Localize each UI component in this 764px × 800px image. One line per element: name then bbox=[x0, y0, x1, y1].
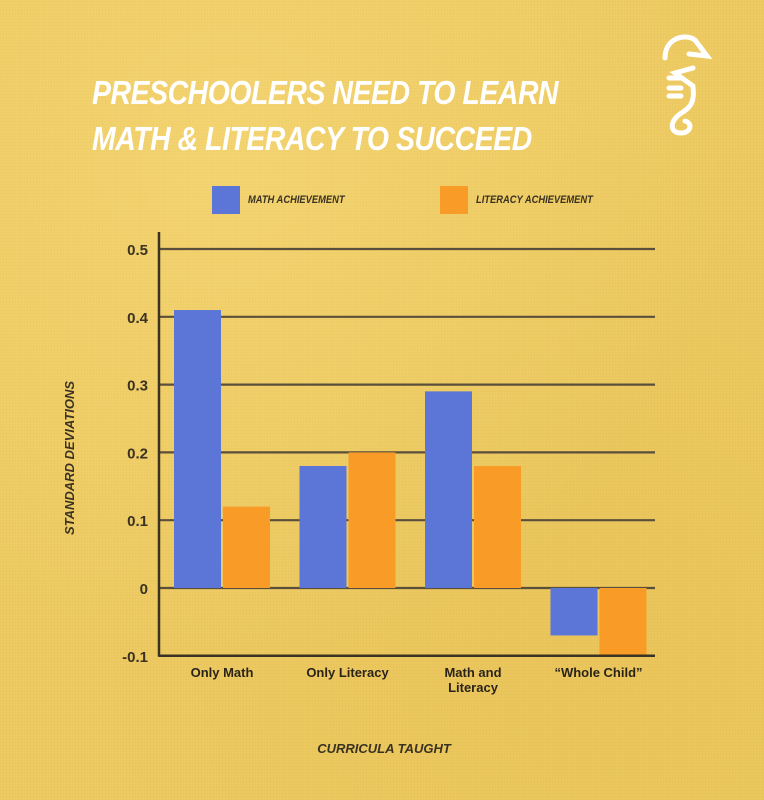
legend-item-math: MATH ACHIEVEMENT bbox=[212, 186, 362, 214]
x-tick-label: Literacy bbox=[448, 680, 499, 695]
chart-title: PRESCHOOLERS NEED TO LEARN MATH & LITERA… bbox=[92, 70, 559, 162]
legend-item-literacy: LITERACY ACHIEVEMENT bbox=[440, 186, 614, 214]
title-line-1: PRESCHOOLERS NEED TO LEARN bbox=[92, 74, 559, 111]
bar-math bbox=[550, 588, 598, 636]
y-tick-label: 0.3 bbox=[127, 378, 148, 395]
legend-swatch-literacy bbox=[440, 186, 468, 214]
y-tick-label: 0.4 bbox=[127, 310, 149, 327]
x-axis-label: CURRICULA TAUGHT bbox=[317, 741, 452, 756]
y-tick-label: 0.1 bbox=[127, 513, 148, 530]
y-tick-label: -0.1 bbox=[122, 649, 148, 666]
bar-literacy bbox=[599, 588, 647, 656]
legend-label-literacy: LITERACY ACHIEVEMENT bbox=[476, 194, 593, 206]
y-tick-label: 0.2 bbox=[127, 445, 148, 462]
seahorse-logo-icon bbox=[662, 34, 713, 136]
bar-literacy bbox=[348, 452, 396, 588]
bar-math bbox=[425, 391, 472, 588]
legend-swatch-math bbox=[212, 186, 240, 214]
x-tick-label: Only Literacy bbox=[306, 665, 389, 680]
legend-label-math: MATH ACHIEVEMENT bbox=[248, 194, 345, 206]
bar-literacy bbox=[223, 506, 270, 588]
bar-math bbox=[174, 310, 221, 588]
bar-math bbox=[299, 465, 347, 588]
x-tick-label: Math and bbox=[444, 665, 501, 680]
y-tick-label: 0 bbox=[140, 581, 148, 598]
bar-literacy bbox=[474, 465, 521, 588]
title-line-2: MATH & LITERACY TO SUCCEED bbox=[92, 120, 532, 157]
y-axis-label: STANDARD DEVIATIONS bbox=[62, 381, 77, 535]
x-tick-label: Only Math bbox=[191, 665, 254, 680]
x-tick-label: “Whole Child” bbox=[554, 665, 642, 680]
y-tick-label: 0.5 bbox=[127, 242, 148, 259]
